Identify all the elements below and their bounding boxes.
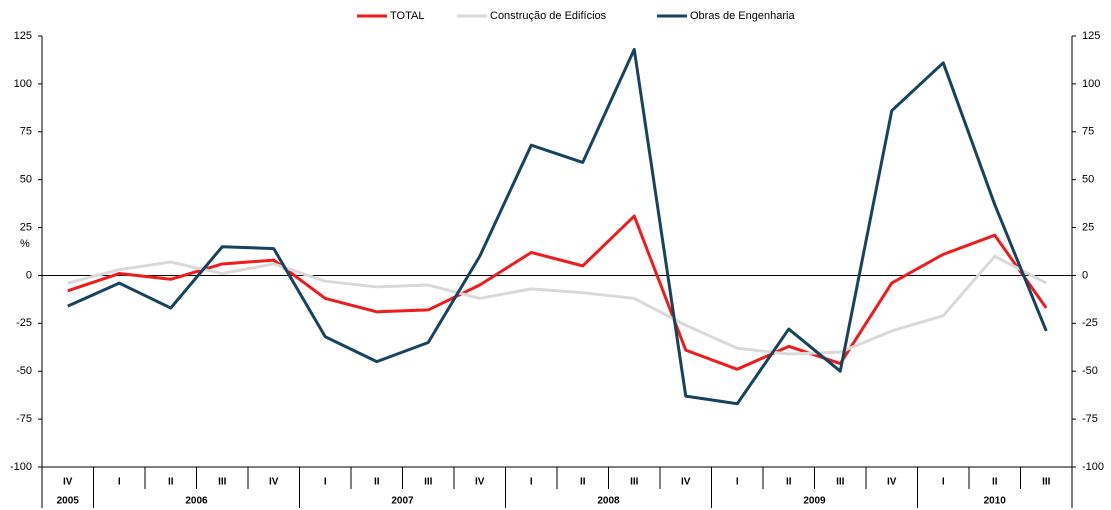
y2-tick-label: 0	[1082, 269, 1088, 281]
x-tick-label: II	[992, 477, 998, 488]
y-tick-label: -50	[16, 365, 32, 377]
x-tick-label: IV	[63, 477, 73, 488]
y-tick-label: -25	[16, 317, 32, 329]
x-tick-label: III	[1042, 477, 1051, 488]
x-tick-label: II	[374, 477, 380, 488]
x-tick-label: IV	[269, 477, 279, 488]
x-group-label: 2008	[597, 496, 620, 507]
legend-label: Construção de Edifícios	[490, 10, 607, 22]
series-line	[67, 254, 1047, 356]
x-group-label: 2006	[185, 496, 208, 507]
x-tick-label: III	[218, 477, 227, 488]
x-tick-label: I	[530, 477, 533, 488]
x-tick-label: II	[168, 477, 174, 488]
x-tick-label: I	[324, 477, 327, 488]
y-tick-label: 125	[14, 30, 32, 42]
x-tick-label: I	[118, 477, 121, 488]
y2-tick-label: -75	[1082, 413, 1098, 425]
x-tick-label: IV	[681, 477, 691, 488]
y-axis-label: %	[20, 238, 30, 250]
y-tick-label: 50	[20, 174, 32, 186]
y2-tick-label: -50	[1082, 365, 1098, 377]
y-tick-label: 25	[20, 221, 32, 233]
y2-tick-label: 50	[1082, 174, 1094, 186]
x-tick-label: III	[424, 477, 433, 488]
y-tick-label: -100	[10, 461, 32, 473]
y2-tick-label: 125	[1082, 30, 1100, 42]
x-group-label: 2005	[57, 496, 80, 507]
y2-tick-label: -25	[1082, 317, 1098, 329]
y2-tick-label: 75	[1082, 126, 1094, 138]
y-tick-label: 0	[26, 269, 32, 281]
legend-label: Obras de Engenharia	[690, 10, 795, 22]
x-tick-label: II	[580, 477, 586, 488]
x-tick-label: IV	[887, 477, 897, 488]
x-tick-label: III	[836, 477, 845, 488]
x-tick-label: II	[786, 477, 792, 488]
x-tick-label: I	[942, 477, 945, 488]
y-tick-label: 100	[14, 78, 32, 90]
x-tick-label: III	[630, 477, 639, 488]
y-tick-label: -75	[16, 413, 32, 425]
x-group-label: 2007	[391, 496, 414, 507]
y2-tick-label: 25	[1082, 221, 1094, 233]
x-tick-label: I	[736, 477, 739, 488]
y2-tick-label: 100	[1082, 78, 1100, 90]
x-group-label: 2009	[803, 496, 826, 507]
series-line	[67, 214, 1048, 371]
y-tick-label: 75	[20, 126, 32, 138]
x-group-label: 2010	[984, 496, 1007, 507]
series-line	[67, 47, 1048, 406]
legend-label: TOTAL	[390, 10, 424, 22]
x-tick-label: IV	[475, 477, 485, 488]
y2-tick-label: -100	[1082, 461, 1104, 473]
